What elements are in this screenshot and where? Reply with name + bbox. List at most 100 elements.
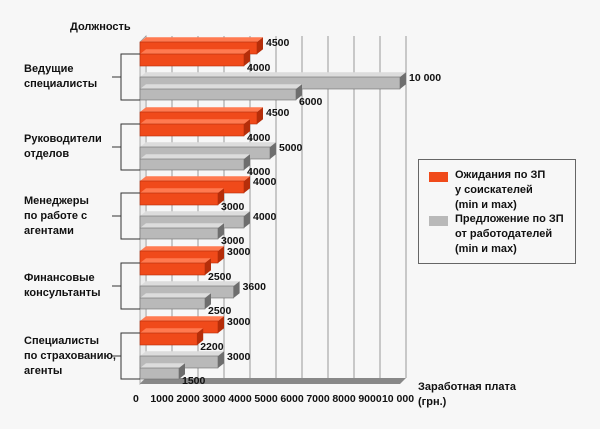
bar-top-face bbox=[140, 142, 276, 147]
bar-side-face bbox=[218, 316, 224, 333]
bar-top-face bbox=[140, 246, 224, 251]
bar-side-face bbox=[218, 246, 224, 263]
x-tick-label: 5000 bbox=[254, 393, 278, 405]
bar bbox=[139, 88, 297, 101]
category-bracket bbox=[120, 332, 140, 380]
bar-side-face bbox=[400, 72, 406, 89]
category-label: Специалисты по страхованию, агенты bbox=[24, 334, 116, 377]
x-tick-label: 4000 bbox=[228, 393, 252, 405]
bar-side-face bbox=[244, 211, 250, 228]
bar-top-face bbox=[140, 281, 240, 286]
data-label: 4000 bbox=[253, 211, 277, 223]
bar-top-face bbox=[140, 223, 224, 228]
data-label: 2500 bbox=[208, 271, 232, 283]
bar bbox=[139, 53, 245, 67]
data-label: 4000 bbox=[247, 166, 271, 178]
bar-top-face bbox=[140, 84, 302, 89]
data-label: 3600 bbox=[243, 281, 267, 293]
bar-side-face bbox=[244, 176, 250, 193]
y-axis-title: Должность bbox=[70, 21, 131, 33]
data-label: 4500 bbox=[266, 37, 290, 49]
bar-top-face bbox=[140, 49, 250, 54]
x-tick-label: 3000 bbox=[202, 393, 226, 405]
category-bracket bbox=[120, 123, 140, 171]
bar-top-face bbox=[140, 72, 406, 77]
data-label: 1500 bbox=[182, 375, 206, 387]
bar bbox=[139, 367, 180, 380]
bar-side-face bbox=[197, 328, 204, 345]
data-label: 4000 bbox=[253, 176, 277, 188]
bar bbox=[139, 123, 245, 137]
bar-top-face bbox=[140, 176, 250, 181]
data-label: 3000 bbox=[227, 316, 251, 328]
bar-side-face bbox=[257, 107, 263, 124]
x-axis-title: Заработная плата (грн.) bbox=[418, 381, 516, 408]
bar-top-face bbox=[140, 363, 185, 368]
category-bracket bbox=[120, 192, 140, 240]
bar-side-face bbox=[244, 49, 250, 66]
bar-top-face bbox=[140, 258, 211, 263]
bar bbox=[139, 227, 219, 240]
data-label: 10 000 bbox=[409, 72, 441, 84]
bar-side-face bbox=[205, 258, 211, 275]
bar-side-face bbox=[270, 142, 276, 159]
bar-top-face bbox=[140, 211, 250, 216]
bar-side-face bbox=[257, 37, 263, 54]
bar-side-face bbox=[244, 119, 250, 136]
bar-top-face bbox=[140, 154, 250, 159]
data-label: 3000 bbox=[227, 351, 251, 363]
bar-top-face bbox=[140, 107, 263, 112]
data-label: 4500 bbox=[266, 107, 290, 119]
x-tick-label: 7000 bbox=[306, 393, 330, 405]
bar-side-face bbox=[296, 84, 302, 100]
bar-top-face bbox=[140, 119, 250, 124]
x-tick-label: 8000 bbox=[332, 393, 356, 405]
bar-top-face bbox=[140, 188, 224, 193]
bar bbox=[139, 192, 219, 206]
legend-swatch-orange bbox=[429, 172, 448, 182]
legend-label: Предложение по ЗП от работодателей (min … bbox=[455, 213, 564, 255]
category-label: Руководители отделов bbox=[24, 133, 102, 160]
bar-side-face bbox=[218, 351, 224, 368]
x-tick-label: 0 bbox=[133, 393, 139, 405]
category-label: Ведущие специалисты bbox=[24, 63, 98, 90]
x-tick-label: 1000 bbox=[150, 393, 174, 405]
bar-top-face bbox=[140, 316, 224, 321]
bar-side-face bbox=[179, 363, 185, 379]
bar-side-face bbox=[218, 223, 224, 239]
category-label: Менеджеры по работе с агентами bbox=[24, 194, 89, 237]
x-tick-label: 9000 bbox=[358, 393, 382, 405]
data-label: 4000 bbox=[247, 132, 271, 144]
floor bbox=[140, 378, 406, 384]
bar-side-face bbox=[205, 293, 211, 309]
legend: Ожидания по ЗП у соискателей (min и max)… bbox=[418, 159, 576, 264]
bar-top-face bbox=[140, 351, 224, 356]
bar-side-face bbox=[218, 188, 224, 205]
data-label: 5000 bbox=[279, 142, 303, 154]
legend-label: Ожидания по ЗП у соискателей (min и max) bbox=[455, 169, 546, 211]
bar-top-face bbox=[140, 37, 263, 42]
bar bbox=[139, 262, 206, 276]
bar-top-face bbox=[140, 293, 211, 298]
bar bbox=[139, 158, 245, 171]
bar bbox=[139, 297, 206, 310]
data-label: 2200 bbox=[200, 341, 224, 353]
data-label: 3000 bbox=[221, 235, 245, 247]
category-bracket bbox=[120, 262, 140, 310]
data-label: 6000 bbox=[299, 96, 323, 108]
data-label: 2500 bbox=[208, 305, 232, 317]
data-label: 3000 bbox=[227, 246, 251, 258]
bar-side-face bbox=[233, 281, 240, 298]
category-bracket bbox=[120, 53, 140, 101]
x-tick-label: 10 000 bbox=[382, 393, 414, 405]
bar-top-face bbox=[140, 328, 204, 333]
x-tick-label: 2000 bbox=[176, 393, 200, 405]
data-label: 3000 bbox=[221, 201, 245, 213]
legend-swatch-gray bbox=[429, 216, 448, 226]
bar bbox=[139, 332, 198, 346]
bar-side-face bbox=[244, 154, 250, 170]
data-label: 4000 bbox=[247, 62, 271, 74]
category-label: Финансовые консультанты bbox=[24, 272, 101, 299]
x-tick-label: 6000 bbox=[280, 393, 304, 405]
